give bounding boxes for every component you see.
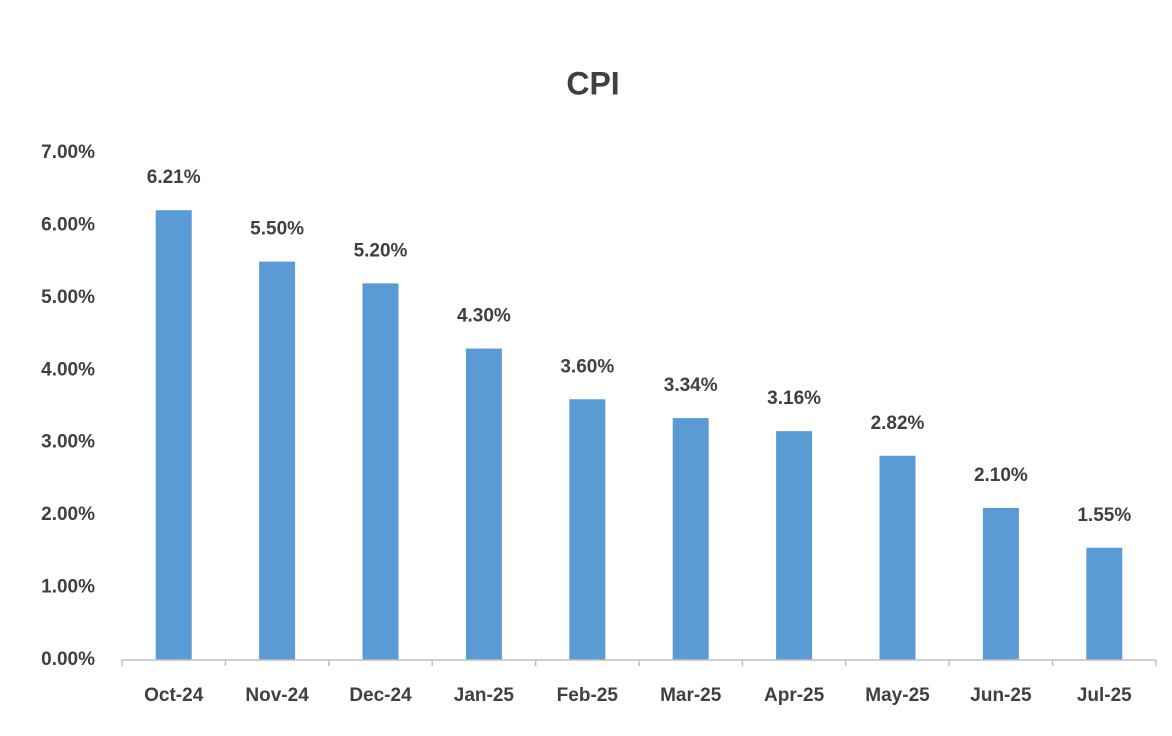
- data-label: 2.82%: [871, 413, 925, 434]
- data-label: 5.50%: [250, 219, 304, 240]
- x-tick-label: Apr-25: [764, 685, 825, 706]
- y-tick-label: 2.00%: [41, 504, 95, 525]
- bar: [776, 431, 813, 660]
- y-tick-label: 4.00%: [41, 359, 95, 380]
- data-label: 3.34%: [664, 375, 718, 396]
- data-label: 1.55%: [1077, 505, 1131, 526]
- bar: [672, 418, 709, 660]
- y-tick-label: 0.00%: [41, 649, 95, 670]
- data-label: 2.10%: [974, 465, 1028, 486]
- data-label: 3.60%: [560, 356, 614, 377]
- chart-title: CPI: [566, 65, 619, 101]
- y-tick-label: 1.00%: [41, 577, 95, 598]
- x-tick-label: Nov-24: [245, 685, 309, 706]
- x-tick-label: Jan-25: [454, 685, 515, 706]
- y-tick-label: 5.00%: [41, 287, 95, 308]
- y-tick-label: 7.00%: [41, 142, 95, 163]
- bar: [1086, 547, 1123, 660]
- bar: [879, 455, 916, 660]
- bar: [362, 283, 399, 660]
- x-tick-label: Dec-24: [349, 685, 412, 706]
- x-tick-label: Feb-25: [557, 685, 619, 706]
- y-tick-label: 3.00%: [41, 432, 95, 453]
- data-label: 4.30%: [457, 306, 511, 327]
- y-tick-label: 6.00%: [41, 214, 95, 235]
- data-label: 6.21%: [147, 167, 201, 188]
- bar: [155, 210, 192, 660]
- data-label: 5.20%: [354, 240, 408, 261]
- bar: [465, 348, 502, 660]
- x-tick-label: Jun-25: [970, 685, 1032, 706]
- x-tick-label: Oct-24: [144, 685, 204, 706]
- bar: [982, 507, 1019, 660]
- x-tick-label: May-25: [865, 685, 930, 706]
- bar: [569, 399, 606, 660]
- bar: [259, 261, 296, 660]
- x-tick-label: Jul-25: [1077, 685, 1132, 706]
- data-label: 3.16%: [767, 388, 821, 409]
- x-tick-label: Mar-25: [660, 685, 722, 706]
